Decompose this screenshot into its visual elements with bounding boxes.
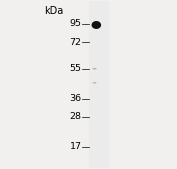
FancyBboxPatch shape <box>89 1 109 168</box>
Text: 36: 36 <box>69 94 82 103</box>
Ellipse shape <box>93 82 96 84</box>
Text: 55: 55 <box>70 64 82 73</box>
Text: 28: 28 <box>70 112 82 121</box>
Text: 95: 95 <box>70 19 82 28</box>
Text: kDa: kDa <box>44 6 63 16</box>
Ellipse shape <box>92 21 101 29</box>
Ellipse shape <box>92 68 97 69</box>
Text: 72: 72 <box>70 38 82 47</box>
Text: 17: 17 <box>70 142 82 151</box>
